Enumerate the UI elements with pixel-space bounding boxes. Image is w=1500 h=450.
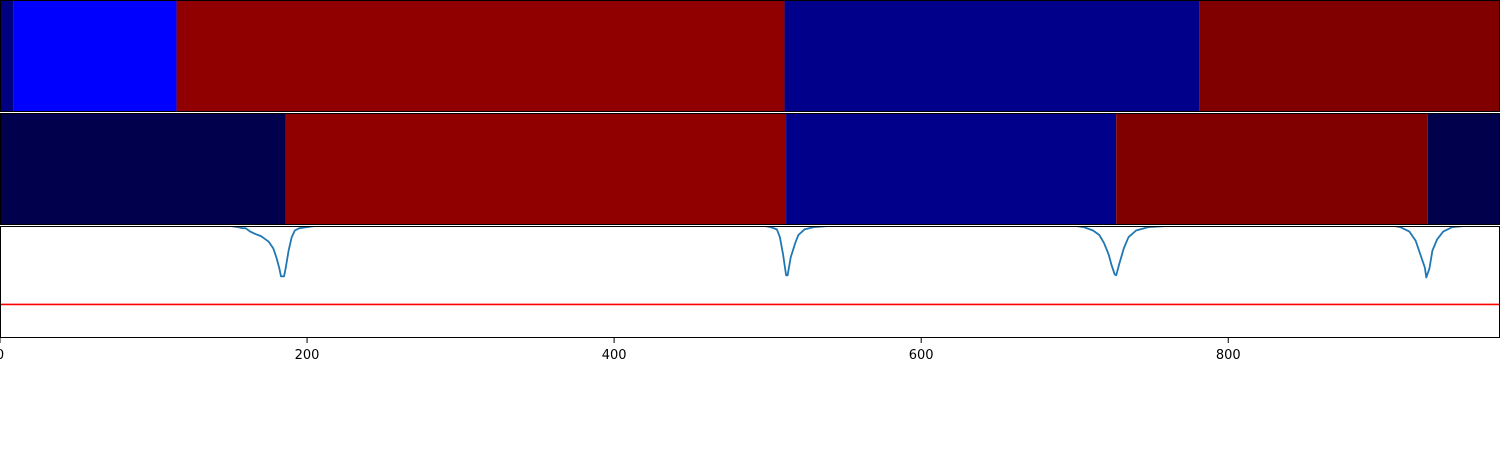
series-line-1 xyxy=(136,226,1480,279)
x-tick-label-200: 200 xyxy=(295,348,320,363)
heatmap-segment-1-5 xyxy=(1199,0,1500,112)
heatmap-segment-1-3 xyxy=(176,0,785,112)
line-panel-background xyxy=(0,226,1500,338)
heatmap-panel-top xyxy=(0,0,1500,112)
heatmap-segment-2-4 xyxy=(1116,113,1428,225)
x-tick-label-600: 600 xyxy=(909,348,934,363)
x-tick-label-400: 400 xyxy=(602,348,627,363)
heatmap-segment-2-1 xyxy=(0,113,286,225)
heatmap-segment-1-1 xyxy=(0,0,14,112)
heatmap-segment-1-4 xyxy=(784,0,1200,112)
heatmap-segment-1-2 xyxy=(13,0,177,112)
x-tick-label-800: 800 xyxy=(1216,348,1241,363)
heatmap-segment-2-2 xyxy=(285,113,787,225)
x-tick-label-0: 0 xyxy=(0,348,4,363)
heatmap-segment-2-5 xyxy=(1427,113,1500,225)
heatmap-segment-2-3 xyxy=(786,113,1117,225)
heatmap-panel-middle xyxy=(0,113,1500,225)
x-axis: 0 200 400 600 800 xyxy=(0,338,1241,363)
line-panel xyxy=(0,226,1500,338)
